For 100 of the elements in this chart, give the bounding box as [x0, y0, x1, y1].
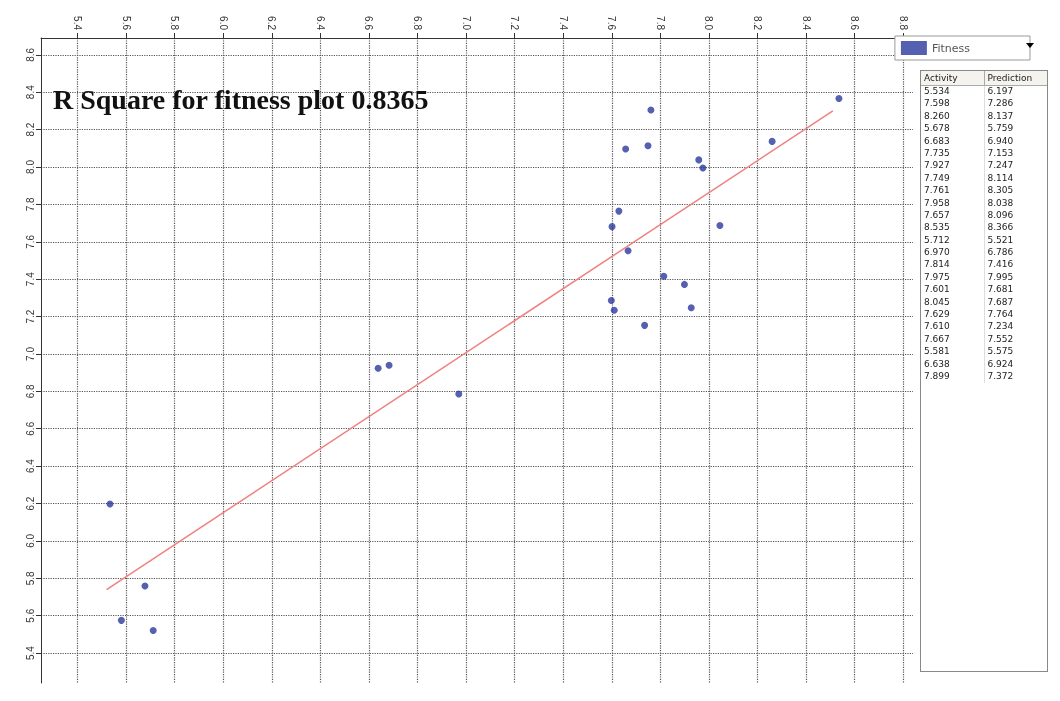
text: 5.521	[986, 234, 1015, 247]
x-tick-label: 8.4	[800, 16, 812, 31]
x-tick-label: 6.8	[411, 16, 423, 31]
y-tick-label: 6.8	[24, 383, 36, 399]
x-tick-label: 8.0	[703, 16, 715, 31]
y-tick-label: 6.4	[24, 458, 36, 474]
point	[641, 321, 649, 329]
text: 8.305	[986, 185, 1015, 198]
point	[149, 626, 157, 634]
y-tick-label: 7.4	[24, 271, 36, 287]
text: 6.970	[921, 247, 985, 260]
text: 7.610	[921, 321, 985, 334]
text: 7.667	[921, 333, 985, 347]
text: 8.260	[921, 110, 985, 124]
y-tick-label: 7.2	[24, 309, 36, 324]
text: 6.786	[986, 247, 1015, 260]
text: 7.234	[986, 321, 1015, 334]
text: 6.197	[986, 86, 1015, 98]
text: 7.657	[921, 209, 985, 223]
x-tick-label: 7.4	[557, 16, 569, 31]
point	[644, 142, 652, 150]
text: 6.940	[986, 135, 1015, 148]
text: 7.975	[921, 271, 985, 285]
text: 7.247	[986, 160, 1015, 173]
y-tick-label: 5.6	[24, 608, 36, 623]
point	[699, 164, 707, 172]
point	[768, 137, 776, 145]
point	[835, 95, 843, 103]
text: 5.534	[921, 86, 985, 99]
text: 8.535	[921, 222, 985, 235]
y-tick-label: 6.2	[24, 496, 36, 511]
text: 7.927	[921, 160, 985, 173]
text: 7.958	[921, 197, 985, 210]
point	[455, 390, 463, 398]
text: 7.749	[921, 172, 985, 186]
x-tick-label: 8.2	[752, 16, 764, 31]
text: 5.712	[921, 234, 985, 248]
x-tick-label: 6.6	[363, 16, 375, 31]
x-tick-label: 6.2	[266, 16, 278, 31]
x-tick-label: 8.6	[849, 16, 861, 31]
x-tick-label: 8.8	[897, 16, 909, 31]
text: 7.629	[921, 309, 985, 322]
point	[716, 222, 724, 230]
point	[607, 296, 615, 304]
text: R Square for fitness plot 0.8365	[53, 83, 429, 115]
text: 5.581	[921, 346, 985, 359]
text: 7.899	[921, 370, 985, 384]
y-tick-label: 5.8	[24, 570, 36, 586]
text: 7.764	[986, 309, 1015, 322]
y-tick-label: 8.4	[24, 84, 36, 100]
text: 6.683	[921, 135, 985, 148]
text: 7.552	[986, 333, 1015, 346]
text: 8.366	[986, 222, 1015, 235]
x-tick-label: 7.0	[460, 16, 472, 31]
text: 7.153	[986, 147, 1015, 160]
text: 5.759	[986, 123, 1015, 136]
x-tick-label: 7.8	[654, 16, 666, 31]
point	[374, 364, 382, 372]
point	[615, 207, 623, 215]
point	[687, 304, 695, 312]
text: 7.687	[986, 296, 1015, 309]
y-tick-label: 8.6	[24, 47, 36, 62]
x-tick-label: 7.6	[606, 16, 618, 31]
text: Activity	[921, 71, 985, 85]
text: Prediction	[986, 72, 1034, 85]
text: 8.038	[986, 197, 1015, 210]
x-tick-label: 7.2	[509, 16, 521, 31]
y-tick-label: 8.2	[24, 122, 36, 137]
text: 7.735	[921, 147, 985, 161]
text: 5.678	[921, 123, 985, 136]
point	[385, 361, 393, 369]
x-tick-label: 5.4	[71, 16, 83, 31]
point	[610, 306, 618, 314]
legend-label: Fitness	[931, 41, 971, 55]
y-tick-label: 5.4	[24, 645, 36, 661]
text: 8.114	[986, 172, 1015, 185]
text: 7.372	[986, 370, 1015, 383]
y-tick-label: 6.6	[24, 421, 36, 436]
text: 7.761	[921, 185, 985, 198]
x-tick-label: 5.8	[169, 16, 181, 31]
y-tick-label: 7.8	[24, 197, 36, 212]
x-tick-label: 6.4	[314, 16, 326, 31]
point	[695, 156, 703, 164]
point	[624, 247, 632, 255]
text: 7.995	[986, 271, 1015, 284]
text: 7.814	[921, 259, 985, 272]
y-tick-label: 7.6	[24, 234, 36, 249]
x-tick-label: 6.0	[217, 16, 229, 31]
text: 7.681	[986, 284, 1015, 297]
text: 7.601	[921, 284, 985, 297]
text: 5.575	[986, 346, 1015, 359]
text: 7.598	[921, 98, 985, 111]
point	[117, 616, 125, 624]
text: 8.045	[921, 296, 985, 310]
x-tick-label: 5.6	[120, 16, 132, 31]
y-tick-label: 6.0	[24, 533, 36, 548]
text: 7.416	[986, 259, 1015, 272]
point	[608, 223, 616, 231]
text: 7.286	[986, 98, 1015, 111]
text: 6.924	[986, 358, 1015, 371]
